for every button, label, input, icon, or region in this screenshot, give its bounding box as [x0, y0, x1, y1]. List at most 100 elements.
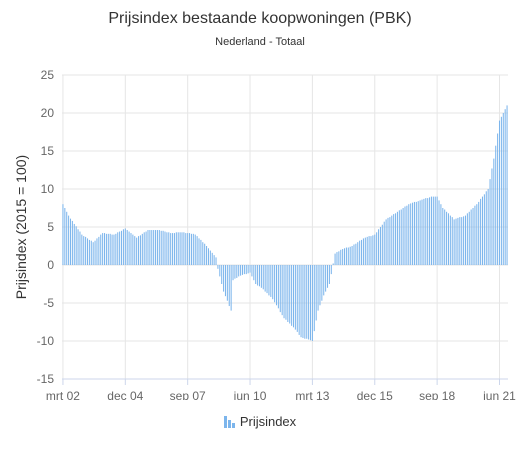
bar [444, 209, 446, 265]
y-tick-label: 25 [41, 68, 55, 82]
bar [419, 200, 421, 265]
bar [262, 265, 264, 290]
bar [374, 234, 376, 265]
bar [257, 265, 259, 286]
bar [207, 248, 209, 265]
bar [172, 233, 174, 265]
bar [221, 265, 223, 284]
bar [66, 211, 68, 265]
bar [381, 224, 383, 265]
bar [158, 230, 160, 265]
bar [104, 233, 106, 265]
bar [468, 211, 470, 265]
bar [485, 191, 487, 265]
bar [266, 265, 268, 294]
x-tick-label: dec 04 [107, 389, 143, 400]
bar [71, 220, 73, 265]
bar [353, 244, 355, 265]
bar [446, 211, 448, 265]
x-tick-label: sep 18 [419, 389, 455, 400]
bar [272, 265, 274, 300]
bar [463, 216, 465, 265]
bar [270, 265, 272, 297]
bar [274, 265, 276, 303]
bar [192, 233, 194, 265]
bar [349, 246, 351, 265]
chart-title: Prijsindex bestaande koopwoningen (PBK) [108, 10, 412, 27]
bar [327, 265, 329, 288]
bar [317, 265, 319, 311]
bar [230, 265, 232, 311]
bar [495, 145, 497, 265]
bar [149, 230, 151, 265]
legend-label: Prijsindex [239, 414, 297, 429]
bar [296, 265, 298, 332]
bar [498, 120, 501, 265]
bar [64, 208, 66, 265]
bar [128, 231, 130, 265]
bar [168, 232, 170, 265]
bar [258, 265, 261, 287]
bar [88, 239, 90, 265]
bar [398, 210, 400, 265]
bar [275, 265, 278, 306]
bar [500, 116, 502, 265]
bar [328, 265, 330, 284]
y-tick-label: 10 [41, 182, 55, 196]
bar [81, 234, 83, 265]
bar [330, 265, 332, 275]
bar [122, 229, 124, 265]
bar [364, 237, 366, 265]
bar [336, 252, 338, 265]
bar [100, 234, 102, 265]
bar [376, 232, 378, 265]
bar [366, 236, 368, 265]
bar [92, 242, 94, 265]
bar [111, 234, 113, 265]
x-tick-label: dec 15 [357, 389, 393, 400]
bar [238, 265, 240, 277]
bar [389, 217, 391, 265]
bar [107, 233, 109, 265]
bar [206, 246, 208, 265]
bar [457, 217, 459, 265]
bar [241, 265, 243, 275]
bar [85, 236, 87, 265]
bar [234, 265, 236, 279]
bar [325, 265, 327, 292]
bar [351, 246, 353, 265]
bar [470, 209, 472, 265]
legend[interactable]: Prijsindex [0, 414, 520, 431]
bar [211, 252, 213, 265]
bar [136, 237, 138, 265]
bar [491, 168, 493, 265]
bar [90, 240, 92, 265]
bar [109, 233, 111, 265]
bar [96, 238, 98, 265]
bar [245, 265, 247, 275]
bar [332, 263, 334, 265]
bar [243, 265, 245, 275]
bar [94, 240, 96, 265]
bar [321, 265, 323, 301]
bar [279, 265, 281, 313]
y-tick-label: -5 [43, 296, 54, 310]
bar [155, 230, 157, 265]
bar [68, 215, 70, 265]
bar [183, 232, 185, 265]
bar [253, 265, 255, 281]
bar [396, 211, 398, 265]
bar [162, 230, 164, 265]
bar [334, 253, 336, 265]
x-tick-label: jun 21 [482, 389, 516, 400]
bar [459, 217, 461, 265]
bar [400, 209, 402, 265]
bar [105, 233, 107, 265]
bar [251, 265, 253, 277]
bar [455, 218, 457, 265]
x-tick-label: mrt 02 [46, 389, 80, 400]
bar [423, 198, 425, 265]
bar [160, 230, 162, 265]
bar [502, 113, 504, 265]
chart-area: 25 20 15 10 5 0 -5 -10 -15 mrt 02 dec 04 sep 07 jun … [13, 68, 516, 400]
